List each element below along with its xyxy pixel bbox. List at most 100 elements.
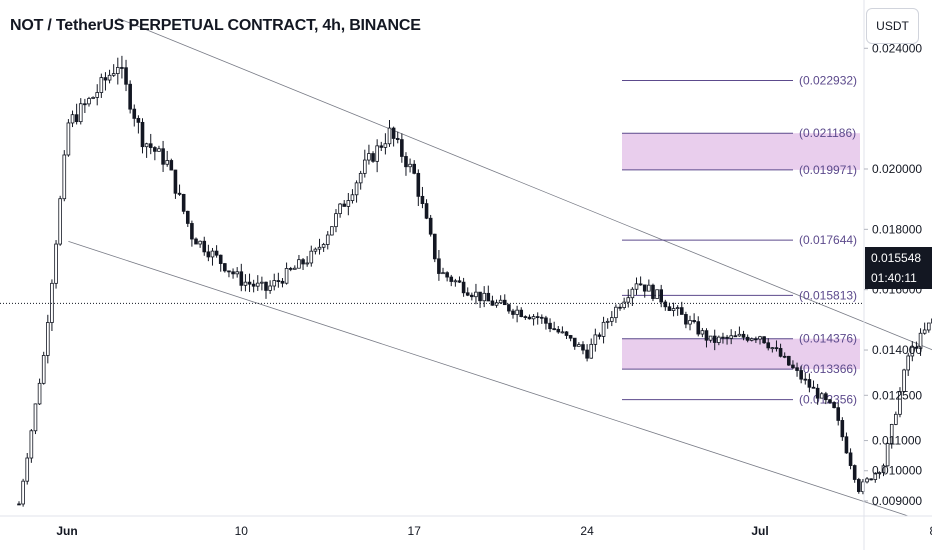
candle-body-39 [177, 192, 182, 195]
candle-body-3 [29, 430, 34, 459]
candle-body-29 [136, 117, 141, 123]
candle-body-56 [247, 281, 252, 285]
candle-body-142 [601, 321, 606, 337]
candle-body-153 [647, 284, 651, 292]
candle-body-165 [696, 321, 701, 335]
candle-body-134 [568, 335, 573, 339]
candle-body-179 [754, 338, 758, 341]
candle-body-65 [284, 268, 289, 284]
candle-body-206 [865, 478, 869, 483]
candle-body-192 [807, 379, 812, 388]
x-tick-label-3: 24 [580, 524, 594, 538]
candle-body-93 [400, 139, 404, 157]
candle-body-200 [840, 420, 845, 438]
candle-body-152 [642, 284, 647, 292]
candle-body-74 [321, 244, 326, 248]
x-tick-label-1: 10 [235, 524, 249, 538]
candle-body-135 [572, 337, 577, 347]
candle-body-18 [91, 97, 95, 99]
candle-body-13 [70, 114, 75, 124]
candle-body-2 [25, 457, 30, 482]
y-tick-label-0: 0.024000 [872, 41, 922, 55]
candle-body-187 [787, 355, 791, 366]
candle-body-143 [605, 320, 610, 323]
level-label-7: (0.012356) [799, 393, 857, 407]
y-tick-label-8: 0.009000 [872, 494, 922, 508]
candle-body-111 [474, 291, 478, 298]
candle-body-47 [210, 250, 215, 258]
candle-body-194 [815, 387, 820, 399]
candle-body-174 [733, 335, 738, 338]
candle-body-131 [556, 328, 561, 333]
candle-body-68 [297, 259, 301, 269]
candle-body-132 [560, 331, 565, 334]
candle-body-136 [577, 344, 581, 347]
candle-body-214 [898, 391, 902, 415]
candle-body-180 [758, 336, 762, 340]
candle-body-197 [828, 399, 832, 403]
candle-body-184 [774, 347, 779, 350]
candle-body-52 [231, 271, 235, 275]
level-label-4: (0.015813) [799, 288, 857, 302]
candle-body-162 [684, 314, 688, 325]
y-tick-label-6: 0.011000 [872, 434, 921, 448]
candle-body-218 [914, 346, 919, 349]
y-tick-label-2: 0.018000 [872, 222, 922, 236]
candle-body-139 [589, 343, 594, 359]
candle-body-49 [218, 254, 223, 264]
candle-body-217 [910, 346, 915, 357]
candle-body-9 [54, 243, 58, 284]
candle-body-208 [873, 473, 878, 480]
candle-body-99 [424, 203, 429, 219]
candle-body-108 [461, 281, 466, 294]
candle-body-177 [745, 336, 750, 341]
candle-body-186 [782, 355, 787, 358]
candle-body-42 [190, 223, 194, 240]
candle-body-146 [618, 306, 622, 309]
candle-body-117 [498, 299, 503, 304]
candle-body-114 [486, 292, 491, 302]
candle-body-79 [342, 203, 347, 207]
candle-body-216 [906, 355, 910, 371]
candle-body-22 [107, 74, 112, 81]
candle-body-173 [729, 335, 733, 339]
candle-body-154 [651, 284, 655, 299]
candle-body-167 [704, 330, 709, 341]
candle-body-70 [305, 262, 309, 265]
candle-body-71 [309, 250, 314, 264]
zone-1 [622, 338, 860, 370]
level-label-5: (0.014376) [799, 332, 857, 346]
candle-body-195 [819, 393, 824, 399]
candle-body-104 [445, 272, 449, 278]
currency-button[interactable]: USDT [866, 8, 919, 44]
candle-body-30 [140, 121, 145, 148]
candle-body-95 [408, 163, 412, 168]
candle-body-50 [223, 263, 227, 272]
candle-body-130 [552, 328, 556, 331]
candle-body-69 [301, 259, 305, 265]
candle-body-182 [766, 342, 771, 349]
candle-body-67 [293, 267, 297, 270]
candle-body-219 [918, 332, 923, 349]
candle-body-23 [111, 73, 116, 76]
candle-body-62 [272, 280, 277, 287]
candle-body-171 [721, 336, 725, 339]
candle-body-220 [922, 329, 927, 334]
candle-body-160 [675, 307, 680, 310]
candle-body-19 [95, 92, 100, 98]
candle-body-133 [564, 331, 569, 336]
candle-body-24 [116, 67, 120, 74]
candle-body-212 [889, 423, 894, 444]
current-price-tag: 0.015548 01:40:11 [865, 247, 932, 289]
candle-body-21 [103, 77, 108, 81]
candle-body-137 [581, 344, 585, 351]
candle-body-207 [869, 478, 873, 481]
candle-body-46 [206, 251, 211, 258]
candle-body-0 [17, 503, 21, 506]
candle-body-106 [453, 280, 458, 283]
candle-body-33 [153, 147, 157, 152]
candle-body-31 [144, 143, 149, 148]
candle-body-169 [712, 335, 717, 343]
